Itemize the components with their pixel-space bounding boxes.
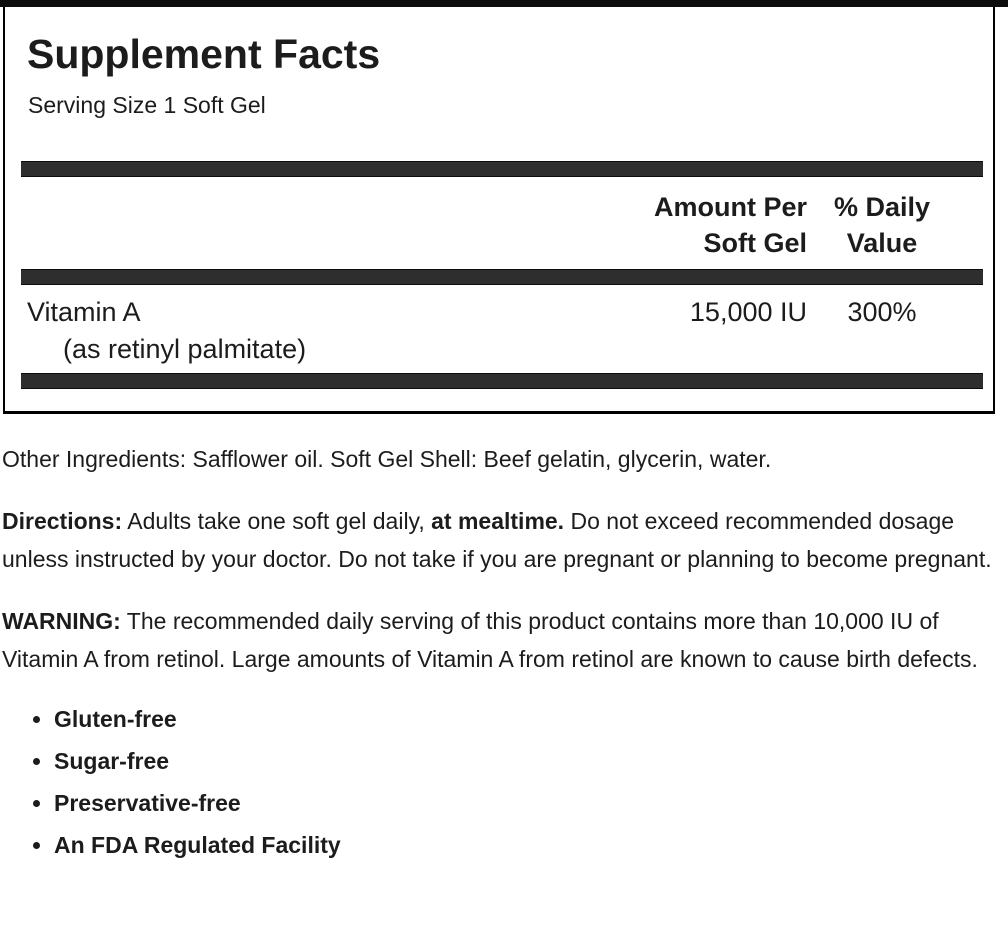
nutrient-amount: 15,000 IU bbox=[689, 297, 807, 327]
directions-text-1: Adults take one soft gel daily, bbox=[122, 508, 432, 534]
top-black-strip bbox=[0, 0, 1008, 7]
directions-paragraph: Directions: Adults take one soft gel dai… bbox=[2, 502, 1004, 578]
other-ingredients-paragraph: Other Ingredients: Safflower oil. Soft G… bbox=[2, 440, 1004, 478]
header-amount-per: Amount Per Soft Gel bbox=[617, 189, 807, 261]
facts-header-row: Amount Per Soft Gel % Daily Value bbox=[5, 189, 993, 261]
divider-bar-middle bbox=[21, 269, 983, 285]
header-name-spacer bbox=[5, 189, 617, 261]
list-item: Sugar-free bbox=[54, 748, 1004, 774]
nutrient-name: Vitamin A bbox=[27, 297, 141, 327]
supplement-facts-panel: Supplement Facts Serving Size 1 Soft Gel… bbox=[3, 7, 995, 414]
header-dv-line2: Value bbox=[846, 228, 918, 258]
divider-bar-top bbox=[21, 161, 983, 177]
list-item: Preservative-free bbox=[54, 790, 1004, 816]
warning-text: The recommended daily serving of this pr… bbox=[2, 608, 978, 672]
header-daily-value: % Daily Value bbox=[807, 189, 957, 261]
serving-size-text: Serving Size 1 Soft Gel bbox=[28, 92, 266, 118]
nutrient-row-vitamin-a: Vitamin A 15,000 IU 300% bbox=[5, 294, 993, 331]
header-amount-line2: Soft Gel bbox=[703, 228, 807, 258]
feature-bullet-list: Gluten-free Sugar-free Preservative-free… bbox=[2, 706, 1004, 858]
header-dv-line1: % Daily bbox=[833, 192, 931, 222]
label-details-section: Other Ingredients: Safflower oil. Soft G… bbox=[2, 440, 1004, 874]
divider-bar-bottom bbox=[21, 373, 983, 389]
panel-title: Supplement Facts bbox=[27, 31, 381, 77]
warning-paragraph: WARNING: The recommended daily serving o… bbox=[2, 602, 1004, 678]
other-ingredients-text: Safflower oil. Soft Gel Shell: Beef gela… bbox=[186, 446, 772, 472]
list-item: An FDA Regulated Facility bbox=[54, 832, 1004, 858]
nutrient-daily-value: 300% bbox=[847, 297, 917, 327]
other-ingredients-label: Other Ingredients: bbox=[2, 446, 187, 472]
nutrient-name-detail: (as retinyl palmitate) bbox=[63, 334, 307, 364]
list-item: Gluten-free bbox=[54, 706, 1004, 732]
directions-text-2: Do not exceed recommended dosage unless … bbox=[2, 508, 992, 572]
directions-label: Directions: bbox=[2, 508, 123, 534]
warning-label: WARNING: bbox=[2, 608, 121, 634]
directions-bold-phrase: at mealtime. bbox=[431, 508, 565, 534]
header-amount-line1: Amount Per bbox=[653, 192, 807, 222]
